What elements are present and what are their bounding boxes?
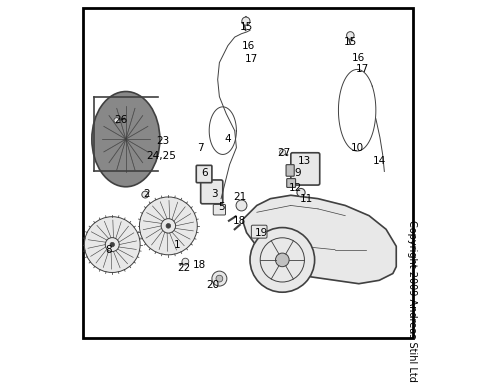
Text: 9: 9 <box>294 168 301 178</box>
Circle shape <box>216 275 223 282</box>
Text: 10: 10 <box>350 143 364 152</box>
Circle shape <box>140 197 198 255</box>
Circle shape <box>166 223 170 228</box>
Text: 19: 19 <box>256 228 268 238</box>
Text: 13: 13 <box>298 156 311 166</box>
FancyBboxPatch shape <box>252 225 267 238</box>
Circle shape <box>236 200 247 211</box>
FancyBboxPatch shape <box>286 165 294 176</box>
Text: 18: 18 <box>233 216 246 226</box>
Text: 5: 5 <box>218 202 224 212</box>
Circle shape <box>212 271 227 286</box>
Text: 3: 3 <box>211 189 218 199</box>
Text: 4: 4 <box>224 134 231 144</box>
Circle shape <box>297 189 305 197</box>
FancyBboxPatch shape <box>214 204 226 215</box>
Circle shape <box>346 32 354 39</box>
Circle shape <box>182 258 189 265</box>
Text: 14: 14 <box>372 156 386 166</box>
Text: 20: 20 <box>206 281 219 290</box>
Text: 26: 26 <box>114 116 128 125</box>
Circle shape <box>280 149 285 156</box>
Circle shape <box>161 219 176 233</box>
Text: 15: 15 <box>344 37 357 47</box>
FancyBboxPatch shape <box>196 165 212 183</box>
Text: 18: 18 <box>192 260 205 270</box>
Text: 27: 27 <box>278 148 290 158</box>
Text: 23: 23 <box>156 136 170 146</box>
Polygon shape <box>243 195 396 284</box>
Text: 17: 17 <box>245 54 258 64</box>
Text: 11: 11 <box>300 194 312 204</box>
Circle shape <box>106 237 119 251</box>
Circle shape <box>84 217 140 272</box>
Text: Copyright 2009 Andreas Stihl Ltd: Copyright 2009 Andreas Stihl Ltd <box>406 220 416 382</box>
Text: 15: 15 <box>240 22 253 32</box>
Text: 22: 22 <box>177 263 190 274</box>
Circle shape <box>250 228 314 292</box>
Text: 17: 17 <box>356 64 369 74</box>
Text: 2: 2 <box>143 189 150 199</box>
Text: 12: 12 <box>290 184 302 194</box>
Circle shape <box>110 242 114 247</box>
Ellipse shape <box>92 92 160 187</box>
Text: 21: 21 <box>233 192 246 202</box>
Text: 6: 6 <box>201 168 207 178</box>
Circle shape <box>276 253 289 267</box>
Circle shape <box>142 191 148 198</box>
Text: 1: 1 <box>174 239 180 249</box>
FancyBboxPatch shape <box>286 178 296 187</box>
FancyBboxPatch shape <box>200 180 223 204</box>
Text: 16: 16 <box>242 41 255 50</box>
Text: 8: 8 <box>106 245 112 255</box>
Circle shape <box>242 17 250 25</box>
Circle shape <box>114 118 119 123</box>
Text: 16: 16 <box>352 52 366 62</box>
Text: 7: 7 <box>198 143 204 152</box>
FancyBboxPatch shape <box>291 153 320 185</box>
Text: 24,25: 24,25 <box>146 151 176 161</box>
